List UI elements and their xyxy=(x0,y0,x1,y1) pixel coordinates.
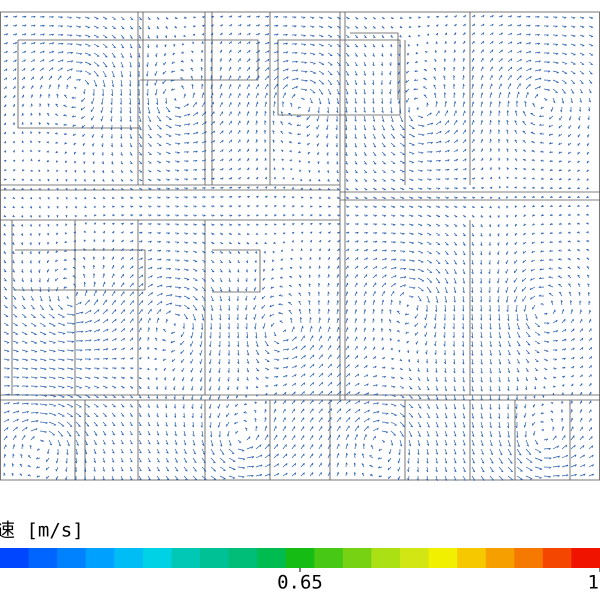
colorbar-segment xyxy=(28,548,58,568)
colorbar-title: 速 [m/s] xyxy=(0,520,84,542)
colorbar-segment xyxy=(457,548,487,568)
colorbar-segment xyxy=(257,548,287,568)
colorbar: 0.65 1 xyxy=(0,548,600,594)
colorbar-segment xyxy=(171,548,201,568)
colorbar-segment xyxy=(0,548,30,568)
colorbar-segment xyxy=(571,548,600,568)
colorbar-segment xyxy=(200,548,230,568)
colorbar-segment xyxy=(485,548,515,568)
colorbar-segment xyxy=(542,548,572,568)
colorbar-segment xyxy=(85,548,115,568)
colorbar-segment xyxy=(371,548,401,568)
colorbar-segment xyxy=(514,548,544,568)
tick-label: 0.65 xyxy=(277,572,323,594)
colorbar-segment xyxy=(285,548,315,568)
colorbar-segment xyxy=(114,548,144,568)
colorbar-segment xyxy=(57,548,87,568)
colorbar-segment xyxy=(228,548,258,568)
colorbar-segment xyxy=(314,548,344,568)
outer-wall xyxy=(0,11,600,481)
tick-label: 1 xyxy=(588,572,599,594)
vector-field xyxy=(3,14,595,481)
floor-plan xyxy=(0,11,600,481)
colorbar-segment xyxy=(342,548,372,568)
colorbar-segment xyxy=(142,548,172,568)
colorbar-segment xyxy=(400,548,430,568)
colorbar-segment xyxy=(428,548,458,568)
walls xyxy=(0,12,600,480)
